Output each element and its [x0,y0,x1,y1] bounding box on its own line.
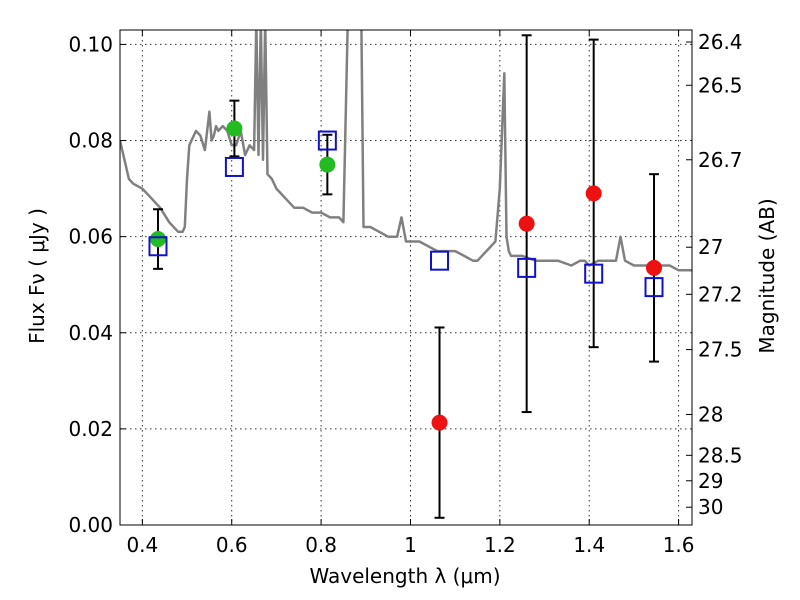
spectrum-line [120,30,692,272]
data-point-circle [319,156,336,173]
axis-ticks: 0.4 0.6 0.8 1 1.2 1.4 1.6 0.00 0.02 0.04 0.06 0.08 0… [68,30,743,557]
x-tick-label: 1.2 [484,533,516,557]
data-point-circle [226,120,243,137]
x-tick-label: 0.8 [305,533,337,557]
x-tick-label: 1 [404,533,417,557]
right-y-axis-label: Magnitude (AB) [755,198,779,353]
data-point-circle [585,185,602,202]
x-axis-label: Wavelength λ (μm) [309,564,500,588]
plot-frame [119,29,693,526]
spectrum-series [120,30,692,272]
y-tick-label: 0.02 [68,417,113,441]
right-y-tick-label: 29 [698,469,723,493]
data-point-circle [646,259,663,276]
right-y-tick-label: 27 [698,235,723,259]
y-tick-label: 0.08 [68,129,113,153]
right-y-tick-label: 26.7 [698,148,743,172]
model-point-square [517,257,537,278]
right-y-tick-label: 26.4 [698,30,743,54]
model-point-square [644,277,664,298]
x-tick-label: 1.4 [573,533,605,557]
y-tick-label: 0.06 [68,225,113,249]
x-tick-label: 0.4 [126,533,158,557]
y-tick-label: 0.10 [68,32,113,56]
y-axis-label: Flux Fν ( μJy ) [25,208,49,344]
right-y-tick-label: 27.5 [698,338,743,362]
data-point-circle [431,414,448,431]
model-point-square [584,263,604,284]
right-y-tick-label: 28 [698,402,723,426]
data-point-circle [518,215,535,232]
y-tick-label: 0.00 [68,513,113,537]
right-y-tick-label: 28.5 [698,443,743,467]
model-point-square [430,250,450,271]
right-y-tick-label: 26.5 [698,73,743,97]
model-point-square [224,156,244,177]
y-tick-label: 0.04 [68,321,113,345]
data-marks [148,34,664,519]
model-point-square [317,130,337,151]
x-tick-label: 1.6 [663,533,695,557]
model-point-square [148,236,168,257]
data-point-circle [149,231,166,248]
right-y-tick-label: 30 [698,495,723,519]
grid [120,30,692,526]
right-y-tick-label: 27.2 [698,282,743,306]
x-tick-label: 0.6 [216,533,248,557]
